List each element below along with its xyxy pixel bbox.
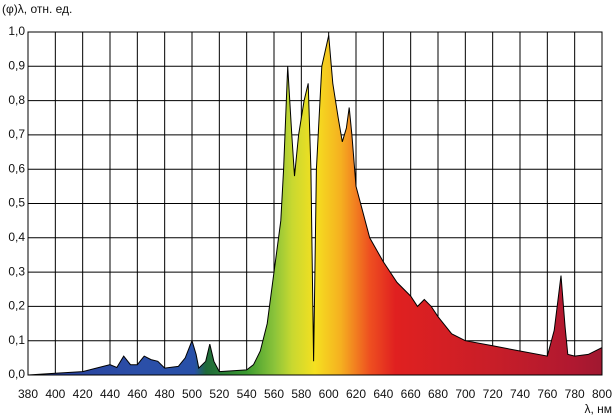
y-tick-label: 0,2 <box>8 299 25 313</box>
y-tick-label: 0,0 <box>8 367 25 381</box>
x-tick-label: 640 <box>373 387 393 401</box>
x-tick-label: 420 <box>73 387 93 401</box>
y-axis-label: (φ)λ, отн. ед. <box>2 2 72 16</box>
x-tick-label: 800 <box>592 387 612 401</box>
x-tick-label: 520 <box>209 387 229 401</box>
x-tick-label: 560 <box>264 387 284 401</box>
spectrum-area <box>28 35 602 376</box>
labels: 0,0 0,1 0,2 0,3 0,4 0,5 0,6 0,7 0,8 0,9 1,0 380 400 4… <box>8 24 612 401</box>
x-axis-label: λ, нм <box>584 402 612 416</box>
plot <box>27 31 603 376</box>
y-tick-label: 0,3 <box>8 264 25 278</box>
x-tick-label: 680 <box>428 387 448 401</box>
x-tick-label: 460 <box>127 387 147 401</box>
x-tick-label: 720 <box>483 387 503 401</box>
x-tick-label: 740 <box>510 387 530 401</box>
y-tick-label: 0,5 <box>8 196 25 210</box>
x-tick-label: 760 <box>537 387 557 401</box>
y-tick-label: 0,6 <box>8 161 25 175</box>
x-tick-label: 700 <box>455 387 475 401</box>
y-tick-label: 0,7 <box>8 127 25 141</box>
y-tick-label: 0,1 <box>8 333 25 347</box>
x-tick-label: 380 <box>18 387 38 401</box>
x-tick-label: 400 <box>45 387 65 401</box>
y-tick-label: 1,0 <box>8 24 25 38</box>
spectrum-line <box>27 35 603 376</box>
x-tick-label: 660 <box>401 387 421 401</box>
y-tick-label: 0,9 <box>8 58 25 72</box>
x-tick-label: 600 <box>319 387 339 401</box>
plot-frame <box>27 31 603 376</box>
x-tick-label: 780 <box>565 387 585 401</box>
y-tick-label: 0,8 <box>8 93 25 107</box>
y-tick-label: 0,4 <box>8 230 25 244</box>
x-tick-label: 580 <box>291 387 311 401</box>
x-tick-label: 500 <box>182 387 202 401</box>
x-tick-label: 440 <box>100 387 120 401</box>
x-tick-label: 540 <box>237 387 257 401</box>
x-tick-label: 620 <box>346 387 366 401</box>
x-tick-label: 480 <box>155 387 175 401</box>
